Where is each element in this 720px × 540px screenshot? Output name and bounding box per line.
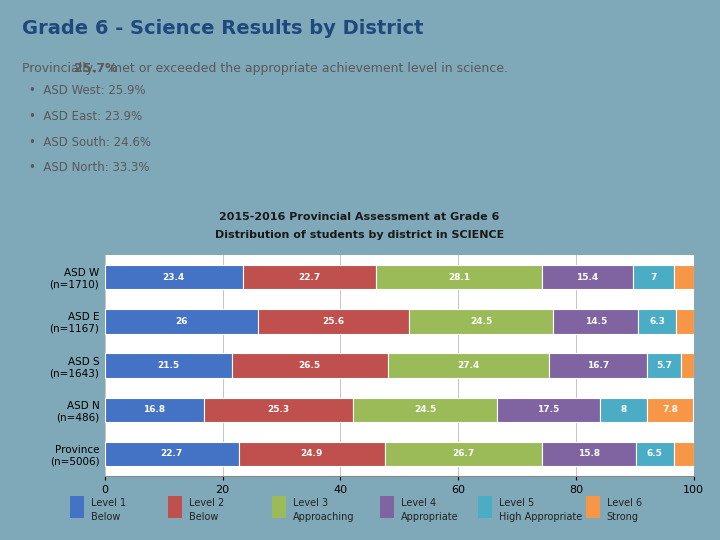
Text: 25.7%: 25.7%	[74, 62, 117, 75]
Bar	[353, 397, 497, 422]
Text: 21.5: 21.5	[157, 361, 179, 370]
Text: 28.1: 28.1	[448, 273, 470, 282]
Text: Distribution of students by district in SCIENCE: Distribution of students by district in …	[215, 230, 504, 240]
Bar	[105, 353, 232, 377]
Text: 8: 8	[621, 405, 627, 414]
Bar	[385, 442, 542, 466]
Text: 15.8: 15.8	[578, 449, 600, 458]
Bar	[586, 496, 600, 518]
Text: 6.5: 6.5	[647, 449, 662, 458]
Bar	[105, 442, 238, 466]
Text: •  ASD West: 25.9%: • ASD West: 25.9%	[29, 84, 145, 97]
Text: 23.4: 23.4	[163, 273, 185, 282]
Bar	[542, 265, 633, 289]
Text: 27.4: 27.4	[457, 361, 480, 370]
Text: •  ASD North: 33.3%: • ASD North: 33.3%	[29, 161, 149, 174]
Text: 22.7: 22.7	[161, 449, 183, 458]
Bar	[553, 309, 639, 334]
Text: met or exceeded the appropriate achievement level in science.: met or exceeded the appropriate achievem…	[106, 62, 508, 75]
Bar	[633, 265, 674, 289]
Bar	[647, 397, 693, 422]
Text: Below: Below	[91, 512, 120, 522]
Bar	[387, 353, 549, 377]
Text: 25.6: 25.6	[323, 317, 344, 326]
Text: Level 2: Level 2	[189, 498, 224, 508]
Text: 2015-2016 Provincial Assessment at Grade 6: 2015-2016 Provincial Assessment at Grade…	[219, 212, 500, 221]
Bar	[258, 309, 409, 334]
Text: Level 4: Level 4	[401, 498, 436, 508]
Bar	[380, 496, 394, 518]
Bar	[636, 442, 674, 466]
Bar	[168, 496, 181, 518]
Bar	[600, 397, 647, 422]
Bar	[549, 353, 647, 377]
Bar	[478, 496, 492, 518]
Text: Level 3: Level 3	[293, 498, 328, 508]
Text: 7: 7	[650, 273, 657, 282]
Text: Strong: Strong	[607, 512, 639, 522]
Bar	[105, 309, 258, 334]
Text: 24.5: 24.5	[414, 405, 436, 414]
Text: •  ASD South: 24.6%: • ASD South: 24.6%	[29, 136, 150, 148]
Text: 5.7: 5.7	[656, 361, 672, 370]
Text: 6.3: 6.3	[649, 317, 665, 326]
Bar	[238, 442, 385, 466]
Text: 22.7: 22.7	[298, 273, 320, 282]
Bar	[542, 442, 636, 466]
Bar	[377, 265, 542, 289]
Text: 26.7: 26.7	[453, 449, 475, 458]
Bar	[674, 265, 694, 289]
Text: 24.5: 24.5	[469, 317, 492, 326]
Bar	[105, 265, 243, 289]
Text: 26.5: 26.5	[299, 361, 320, 370]
Text: 15.4: 15.4	[576, 273, 598, 282]
Text: Appropriate: Appropriate	[401, 512, 459, 522]
Text: Below: Below	[189, 512, 218, 522]
Text: Level 6: Level 6	[607, 498, 642, 508]
Text: 16.7: 16.7	[587, 361, 609, 370]
Text: 26: 26	[175, 317, 188, 326]
Bar	[204, 397, 353, 422]
Text: 17.5: 17.5	[538, 405, 559, 414]
Bar	[232, 353, 387, 377]
Bar	[409, 309, 553, 334]
Bar	[674, 442, 694, 466]
Bar	[681, 353, 694, 377]
Text: 24.9: 24.9	[301, 449, 323, 458]
Text: Level 1: Level 1	[91, 498, 126, 508]
Bar	[272, 496, 286, 518]
Text: Provincially,: Provincially,	[22, 62, 101, 75]
Bar	[105, 397, 204, 422]
Bar	[70, 496, 84, 518]
Text: 14.5: 14.5	[585, 317, 607, 326]
Bar	[675, 309, 694, 334]
Bar	[497, 397, 600, 422]
Text: 16.8: 16.8	[143, 405, 166, 414]
Text: Approaching: Approaching	[293, 512, 354, 522]
Text: 25.3: 25.3	[267, 405, 289, 414]
Bar	[639, 309, 675, 334]
Bar	[243, 265, 377, 289]
Text: High Appropriate: High Appropriate	[499, 512, 582, 522]
Text: 7.8: 7.8	[662, 405, 678, 414]
Text: Level 5: Level 5	[499, 498, 534, 508]
Text: •  ASD East: 23.9%: • ASD East: 23.9%	[29, 110, 142, 123]
Bar	[647, 353, 681, 377]
Text: Grade 6 - Science Results by District: Grade 6 - Science Results by District	[22, 19, 423, 38]
